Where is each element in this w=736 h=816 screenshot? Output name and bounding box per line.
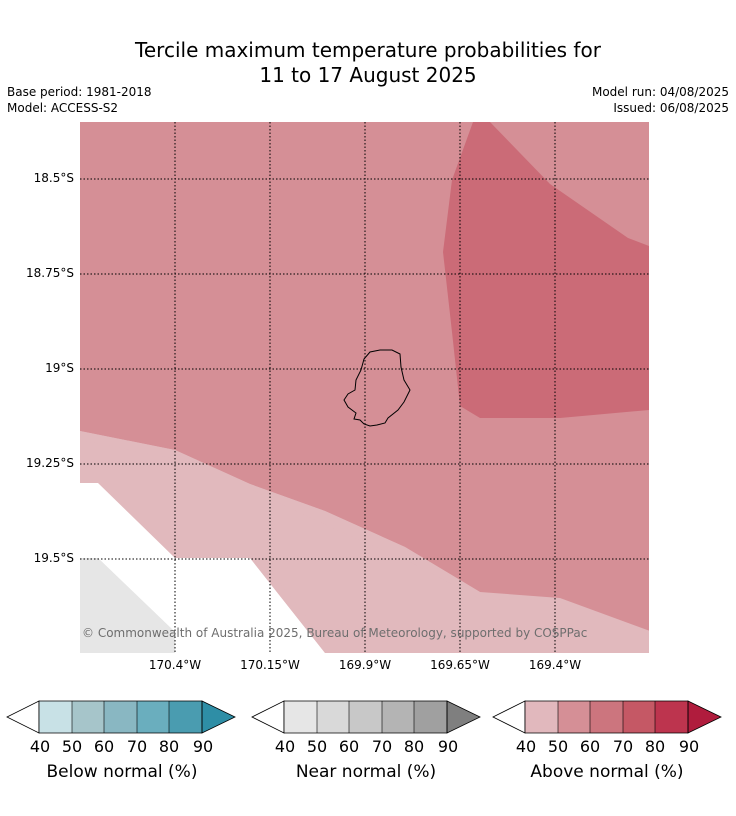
base-period: Base period: 1981-2018 — [7, 85, 152, 99]
legend-above-tick: 40 — [515, 737, 537, 756]
near-40-region-extend — [80, 558, 250, 653]
meta-left: Base period: 1981-2018 Model: ACCESS-S2 — [7, 84, 152, 116]
legend-below-tick: 60 — [93, 737, 115, 756]
legend-below-swatch-1 — [39, 701, 72, 733]
lon-label-169-9: 169.9°W — [338, 658, 392, 672]
above-40-region-bottom — [80, 440, 573, 653]
legend-above-tick: 60 — [579, 737, 601, 756]
legend-near-swatch-2 — [317, 701, 349, 733]
legend-near-tick: 40 — [274, 737, 296, 756]
legend-below-tick: 40 — [29, 737, 51, 756]
title-line-2: 11 to 17 August 2025 — [259, 63, 477, 87]
legend-near-tick: 70 — [371, 737, 393, 756]
meta-right: Model run: 04/08/2025 Issued: 06/08/2025 — [592, 84, 729, 116]
lon-label-169-65: 169.65°W — [430, 658, 490, 672]
legend-below-tick: 90 — [192, 737, 214, 756]
above-60-region — [443, 122, 649, 418]
lower-right-band — [250, 558, 335, 653]
legend-above-swatch-5 — [655, 701, 688, 733]
legend-near-swatch-3 — [349, 701, 382, 733]
legend-above-tick: 70 — [612, 737, 634, 756]
model-run: Model run: 04/08/2025 — [591, 85, 729, 99]
legend-below-title: Below normal (%) — [46, 762, 198, 782]
legend-above-swatch-4 — [623, 701, 655, 733]
legend-near-bar — [251, 700, 481, 734]
legend-near-tick: 50 — [306, 737, 328, 756]
legend-below-swatch-5 — [169, 701, 202, 733]
probability-map — [80, 122, 649, 653]
above-40-region-lower — [80, 431, 480, 599]
legend-near-swatch-6 — [446, 700, 481, 734]
model-name: Model: ACCESS-S2 — [7, 101, 119, 115]
legend-above-tick: 50 — [547, 737, 569, 756]
legend-above-bar — [492, 700, 722, 734]
legend-above-swatch-6 — [687, 700, 722, 734]
legend-above-swatch-1 — [525, 701, 558, 733]
legend-near-title: Near normal (%) — [295, 762, 437, 782]
island-outline — [343, 349, 411, 427]
lat-label-18-5: 18.5°S — [33, 171, 74, 185]
legend-below-swatch-6 — [201, 700, 236, 734]
lat-label-19: 19°S — [45, 361, 74, 375]
legend-above-swatch-3 — [590, 701, 623, 733]
lat-label-19-5: 19.5°S — [33, 551, 74, 565]
lat-label-19-25: 19.25°S — [26, 456, 74, 470]
legend-near-tick: 80 — [403, 737, 425, 756]
legend-below-tick: 50 — [61, 737, 83, 756]
legend-below-swatch-2 — [72, 701, 104, 733]
white-gap-region — [175, 558, 250, 653]
legend-near-tick: 90 — [437, 737, 459, 756]
issued-date: Issued: 06/08/2025 — [613, 101, 729, 115]
legend-below-swatch-3 — [104, 701, 137, 733]
lon-label-170-4: 170.4°W — [148, 658, 202, 672]
map-title: Tercile maximum temperature probabilitie… — [0, 38, 736, 88]
legend-below-swatch-4 — [137, 701, 169, 733]
legend-below-tick: 70 — [126, 737, 148, 756]
title-line-1: Tercile maximum temperature probabilitie… — [135, 38, 601, 62]
lat-label-18-75: 18.75°S — [26, 266, 74, 280]
legend-near-swatch-5 — [414, 701, 447, 733]
legend-near-tick: 60 — [338, 737, 360, 756]
legend-near-swatch-1 — [284, 701, 317, 733]
legend-near-swatch-4 — [382, 701, 414, 733]
legend-above-tick: 80 — [644, 737, 666, 756]
lon-label-169-4: 169.4°W — [528, 658, 582, 672]
copyright-notice: © Commonwealth of Australia 2025, Bureau… — [82, 626, 588, 640]
gridlines — [80, 122, 649, 653]
legend-below-bar — [6, 700, 236, 734]
legend-above-tick: 90 — [678, 737, 700, 756]
legend-above-title: Above normal (%) — [530, 762, 684, 782]
legend-above-swatch-2 — [558, 701, 590, 733]
lon-label-170-15: 170.15°W — [240, 658, 300, 672]
legend-below-tick: 80 — [158, 737, 180, 756]
